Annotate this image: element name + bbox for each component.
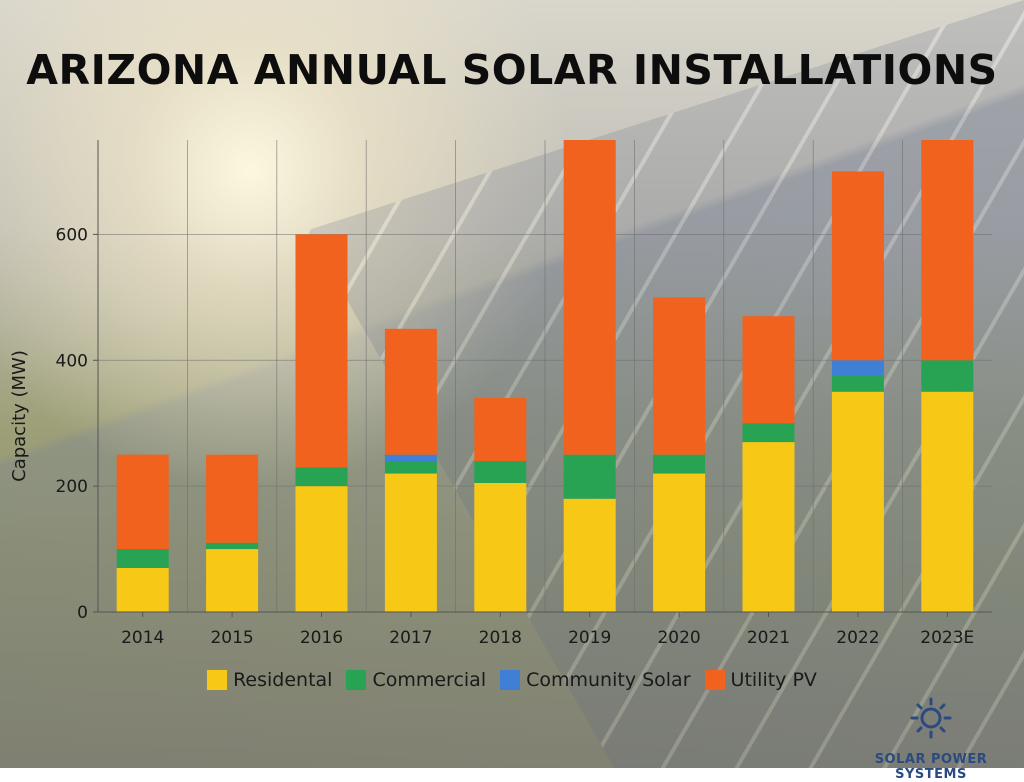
- bar-community-solar: [384, 454, 437, 461]
- bar-utility-pv: [206, 454, 259, 543]
- x-tick-label: 2018: [479, 628, 522, 648]
- bar-utility-pv: [831, 171, 884, 361]
- bar-utility-pv: [563, 140, 616, 455]
- legend-label: Community Solar: [526, 669, 691, 691]
- legend: Residental Commercial Community Solar Utili…: [0, 669, 1024, 691]
- sun-icon: [910, 697, 952, 739]
- y-tick-label: 200: [56, 477, 88, 497]
- x-tick-label: 2015: [210, 628, 253, 648]
- bar-commercial: [474, 460, 527, 483]
- x-tick-label: 2022: [836, 628, 879, 648]
- legend-label: Utility PV: [730, 669, 817, 691]
- bar-residental: [653, 473, 706, 612]
- bar-commercial: [206, 542, 259, 550]
- bar-utility-pv: [295, 234, 348, 468]
- x-tick-label: 2023E: [920, 628, 974, 648]
- bar-utility-pv: [474, 398, 527, 461]
- x-tick-label: 2014: [121, 628, 164, 648]
- bar-residental: [384, 473, 437, 612]
- x-tick-label: 2021: [747, 628, 790, 648]
- logo: SOLAR POWER SYSTEMS: [846, 694, 1016, 782]
- legend-item: Commercial: [346, 669, 486, 691]
- y-tick-label: 600: [56, 225, 88, 245]
- bar-residental: [474, 482, 527, 612]
- y-tick-label: 0: [77, 603, 88, 623]
- bar-residental: [295, 486, 348, 612]
- x-tick-label: 2016: [300, 628, 343, 648]
- bar-residental: [921, 391, 974, 612]
- bar-utility-pv: [742, 316, 795, 424]
- bar-utility-pv: [921, 140, 974, 361]
- bar-commercial: [384, 460, 437, 474]
- bar-commercial: [921, 360, 974, 392]
- bar-utility-pv: [384, 328, 437, 455]
- legend-swatch: [704, 670, 725, 690]
- bar-commercial: [563, 454, 616, 499]
- x-tick-label: 2019: [568, 628, 611, 648]
- chart-title: ARIZONA ANNUAL SOLAR INSTALLATIONS: [26, 46, 998, 94]
- bar-commercial: [831, 376, 884, 392]
- legend-label: Residental: [233, 669, 333, 691]
- logo-text: SOLAR POWER SYSTEMS: [874, 752, 988, 782]
- legend-swatch: [500, 670, 521, 690]
- legend-item: Community Solar: [500, 669, 691, 691]
- bar-residental: [831, 391, 884, 612]
- bar-commercial: [295, 467, 348, 487]
- legend-item: Residental: [207, 669, 332, 691]
- legend-swatch: [207, 670, 228, 690]
- bar-residental: [742, 442, 795, 612]
- y-tick-label: 400: [56, 351, 88, 371]
- bar-commercial: [742, 423, 795, 443]
- y-axis-label: Capacity (MW): [9, 350, 30, 482]
- legend-label: Commercial: [372, 669, 487, 691]
- legend-swatch: [346, 670, 367, 690]
- bar-commercial: [116, 549, 169, 568]
- legend-item: Utility PV: [704, 669, 817, 691]
- bar-community-solar: [831, 360, 884, 376]
- x-tick-label: 2017: [389, 628, 432, 648]
- bar-residental: [116, 567, 169, 612]
- bar-utility-pv: [116, 454, 169, 550]
- bar-commercial: [653, 454, 706, 474]
- bar-residental: [206, 549, 259, 612]
- bar-residental: [563, 498, 616, 612]
- bar-utility-pv: [653, 297, 706, 455]
- x-tick-label: 2020: [657, 628, 700, 648]
